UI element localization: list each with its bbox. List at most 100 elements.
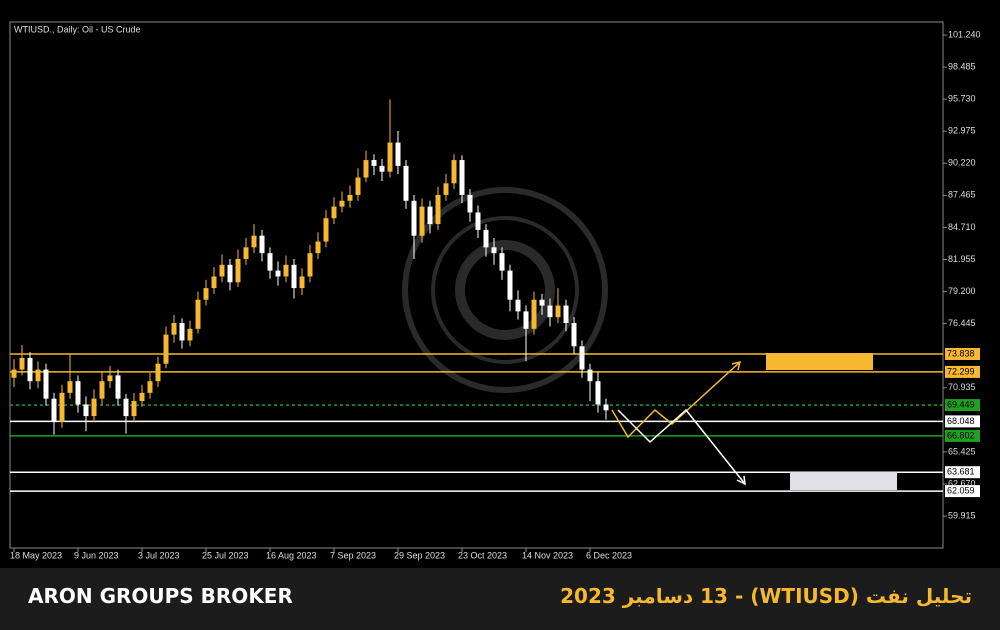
y-tick-label: 59.915 (948, 510, 976, 520)
candle-body (395, 142, 401, 166)
candle-body (107, 375, 113, 382)
level-label-bg (945, 365, 980, 378)
candle-body (75, 381, 81, 405)
watermark (402, 187, 608, 393)
candle-body (91, 398, 97, 417)
y-tick-label: 62.670 (948, 478, 976, 488)
x-tick-label: 25 Jul 2023 (202, 550, 249, 560)
scenario-arrows (611, 360, 746, 486)
candle-body (491, 247, 497, 254)
candle-body (307, 253, 313, 277)
x-tick-label: 6 Dec 2023 (586, 550, 632, 560)
candle-body (587, 369, 593, 382)
candle-body (171, 323, 177, 335)
candle-body (339, 200, 345, 207)
level-label: 69.449 (947, 399, 975, 409)
candle-body (83, 404, 89, 417)
target-zone (766, 353, 873, 370)
candle-body (19, 357, 25, 370)
candle-body (555, 305, 561, 318)
candle-body (283, 264, 289, 277)
candle-body (211, 276, 217, 289)
candle-body (243, 247, 249, 259)
candle-body (299, 276, 305, 289)
level-label-bg (945, 399, 980, 412)
candle-body (563, 305, 569, 324)
x-tick-label: 16 Aug 2023 (266, 550, 317, 560)
x-tick-label: 18 May 2023 (10, 550, 62, 560)
y-tick-label: 81.955 (948, 254, 976, 264)
y-tick-label: 90.220 (948, 158, 976, 168)
chart: 73.838 72.299 69.449 68.048 66.802 63.681 62.0… (9, 21, 981, 560)
candle-body (355, 177, 361, 195)
candle-body (11, 369, 17, 378)
level-label-bg (945, 466, 980, 479)
candle-body (35, 369, 41, 382)
candle-body (475, 212, 481, 230)
candle-body (123, 398, 129, 417)
candle-body (251, 235, 257, 248)
candle-body (267, 253, 273, 271)
candle-body (59, 392, 65, 422)
x-tick-label: 9 Jun 2023 (74, 550, 119, 560)
x-tick-label: 29 Sep 2023 (394, 550, 445, 560)
chart-title: WTIUSD., Daily: Oil - US Crude (14, 24, 141, 34)
candle-body (315, 241, 321, 254)
candle-body (179, 323, 185, 341)
candle-body (43, 369, 49, 399)
level-label: 63.681 (947, 467, 975, 477)
candle-body (291, 264, 297, 289)
candle-body (195, 299, 201, 329)
level-label-bg (945, 429, 980, 442)
candle-body (499, 253, 505, 271)
candle-body (411, 200, 417, 236)
y-tick-label: 65.425 (948, 446, 976, 456)
candle-body (99, 381, 105, 399)
brand: ARON GROUPS BROKER (28, 584, 293, 608)
level-label-bg (945, 415, 980, 428)
candle-body (547, 305, 553, 318)
candle-body (235, 258, 241, 283)
candle-body (571, 323, 577, 347)
candle-body (603, 404, 609, 411)
x-tick-label: 7 Sep 2023 (330, 550, 376, 560)
y-tick-label: 70.935 (948, 382, 976, 392)
candle-body (595, 381, 601, 405)
candle-body (467, 194, 473, 213)
level-label: 72.299 (947, 366, 975, 376)
candle-body (539, 299, 545, 306)
level-label: 73.838 (947, 348, 975, 358)
candle-body (51, 398, 57, 422)
candle-body (515, 299, 521, 312)
candle-body (363, 160, 369, 178)
candle-body (115, 375, 121, 399)
level-label-bg (945, 485, 980, 498)
candle-body (203, 288, 209, 300)
candle-body (379, 165, 385, 172)
candle-body (427, 206, 433, 225)
candle-body (435, 194, 441, 225)
candle-body (371, 160, 377, 166)
candle-body (155, 363, 161, 382)
level-label-bg (945, 347, 980, 360)
target-zone (790, 472, 897, 490)
y-tick-label: 79.200 (948, 286, 976, 296)
candle-body (259, 235, 265, 254)
candle-body (459, 160, 465, 195)
candle-body (187, 328, 193, 341)
candle-body (507, 270, 513, 300)
candle-body (131, 400, 137, 417)
y-tick-label: 92.975 (948, 126, 976, 136)
candle-body (403, 165, 409, 201)
level-label: 66.802 (947, 430, 975, 440)
y-tick-label: 87.465 (948, 190, 976, 200)
candle-body (419, 206, 425, 236)
candle-body (443, 183, 449, 195)
x-tick-label: 14 Nov 2023 (522, 550, 573, 560)
x-tick-label: 3 Jul 2023 (138, 550, 180, 560)
candle-body (275, 270, 281, 277)
candle-body (219, 264, 225, 277)
candle-body (579, 346, 585, 370)
y-tick-label: 98.485 (948, 61, 976, 71)
x-tick-label: 23 Oct 2023 (458, 550, 507, 560)
